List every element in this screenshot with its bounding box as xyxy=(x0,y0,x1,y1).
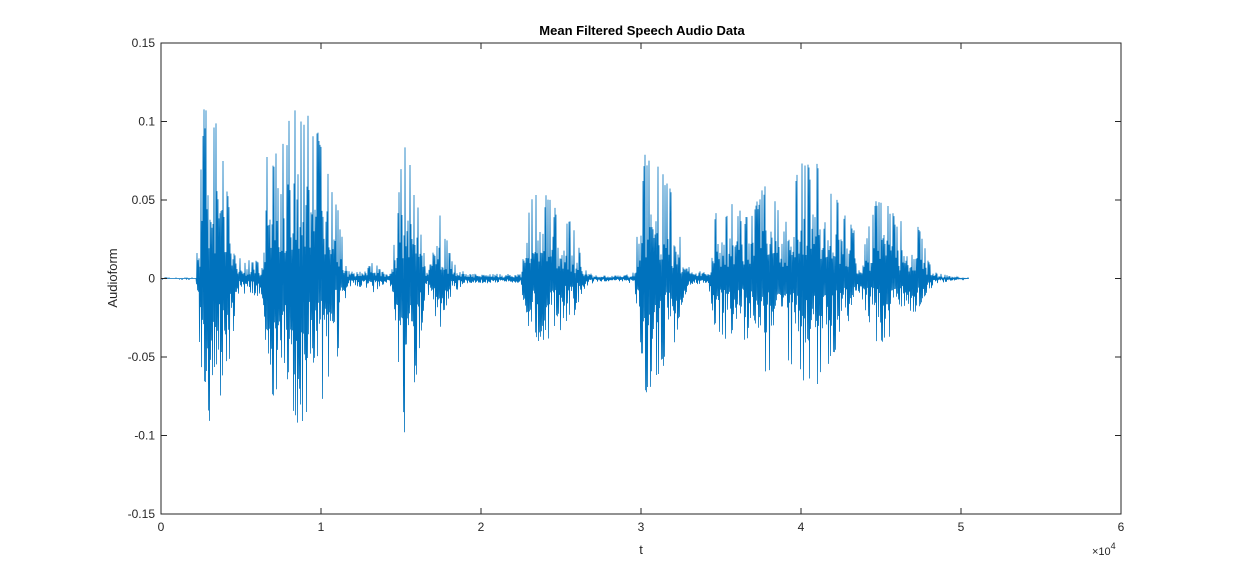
x-axis: 0 1 2 3 4 5 6 xyxy=(158,43,1125,534)
y-tick-label: 0.05 xyxy=(132,193,156,207)
x-tick-label: 5 xyxy=(958,520,965,534)
x-tick-label: 2 xyxy=(478,520,485,534)
y-axis-label: Audioform xyxy=(105,248,120,307)
x-multiplier-base: ×10 xyxy=(1092,546,1111,558)
y-tick-label: 0.1 xyxy=(138,115,155,129)
y-tick-label: 0.15 xyxy=(132,36,156,50)
x-multiplier: ×104 xyxy=(1092,541,1116,558)
y-axis: -0.15 -0.1 -0.05 0 0.05 0.1 0.15 xyxy=(128,36,1121,521)
x-tick-label: 3 xyxy=(638,520,645,534)
x-multiplier-exponent: 4 xyxy=(1111,541,1116,551)
x-tick-label: 6 xyxy=(1118,520,1125,534)
y-tick-label: -0.15 xyxy=(128,507,156,521)
x-tick-label: 0 xyxy=(158,520,165,534)
chart-title: Mean Filtered Speech Audio Data xyxy=(539,23,745,38)
y-tick-label: 0 xyxy=(148,272,155,286)
plot-area xyxy=(160,42,1122,515)
x-tick-label: 1 xyxy=(318,520,325,534)
waveform-series xyxy=(161,109,970,433)
x-tick-label: 4 xyxy=(798,520,805,534)
y-tick-label: -0.05 xyxy=(128,350,156,364)
x-axis-label: t xyxy=(639,542,643,557)
y-tick-label: -0.1 xyxy=(134,429,155,443)
waveform-line xyxy=(161,109,970,433)
